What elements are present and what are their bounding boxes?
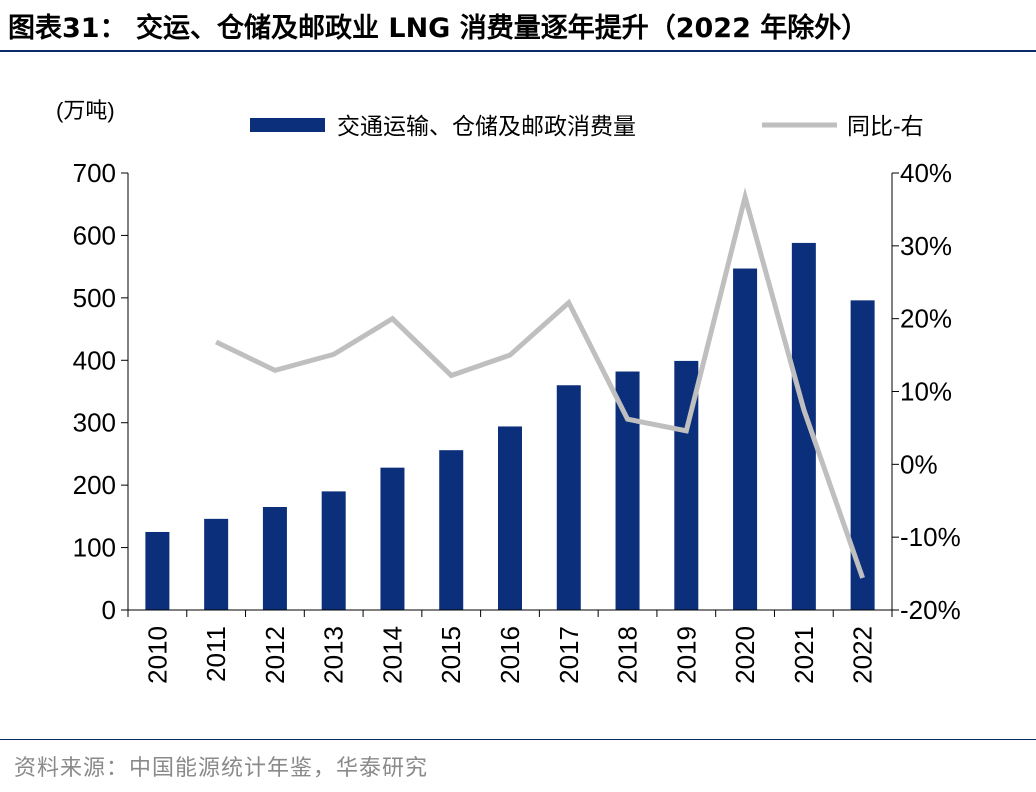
line-series — [215, 187, 865, 579]
right-tick-label: -10% — [900, 522, 961, 552]
bar-2011 — [204, 518, 229, 610]
left-tick-label: 700 — [73, 158, 116, 188]
left-tick-label: 100 — [73, 533, 116, 563]
x-tick-label: 2011 — [201, 626, 231, 682]
bar-2018 — [615, 371, 640, 610]
bar-2016 — [498, 426, 522, 610]
bar-2014 — [380, 467, 405, 610]
x-tick-label: 2019 — [671, 626, 701, 684]
x-tick-label: 2010 — [142, 626, 172, 684]
left-tick-label: 400 — [73, 345, 116, 375]
bar-2013 — [321, 491, 346, 610]
x-tick-label: 2022 — [848, 626, 878, 684]
left-tick-label: 300 — [73, 408, 116, 438]
x-axis: 2010 2011 2012 2013 2014 2015 2016 2017 2018 2019… — [127, 609, 893, 684]
x-tick-label: 2016 — [495, 626, 525, 684]
legend-bar-label: 交通运输、仓储及邮政消费量 — [337, 113, 636, 139]
bar-series — [145, 242, 875, 611]
bar-2022 — [850, 300, 875, 610]
source-note: 资料来源：中国能源统计年鉴，华泰研究 — [14, 756, 429, 781]
x-tick-label: 2021 — [789, 626, 819, 684]
source-rule — [0, 739, 1036, 740]
x-tick-label: 2012 — [260, 626, 290, 684]
bar-2012 — [262, 506, 287, 610]
x-tick-label: 2014 — [377, 626, 407, 684]
bar-2020 — [733, 268, 758, 610]
left-tick-label: 600 — [73, 220, 116, 250]
left-axis: 0 100 200 300 400 500 600 700 — [73, 158, 129, 625]
legend-line-label: 同比-右 — [847, 113, 924, 139]
x-tick-label: 2013 — [319, 626, 349, 684]
yoy-line — [215, 187, 865, 579]
legend: 交通运输、仓储及邮政消费量 同比-右 — [250, 113, 924, 139]
right-tick-label: 10% — [900, 377, 952, 407]
right-tick-label: 30% — [900, 231, 952, 261]
x-tick-label: 2017 — [554, 626, 584, 684]
right-tick-label: -20% — [900, 595, 961, 625]
left-tick-label: 200 — [73, 470, 116, 500]
left-axis-unit: (万吨) — [56, 98, 115, 123]
bar-2017 — [556, 385, 581, 610]
x-tick-label: 2020 — [730, 626, 760, 684]
right-tick-label: 20% — [900, 304, 952, 334]
left-tick-label: 500 — [73, 283, 116, 313]
title-rule — [0, 50, 1036, 52]
legend-bar-swatch — [250, 118, 325, 132]
right-tick-label: 40% — [900, 158, 952, 188]
right-tick-label: 0% — [900, 449, 938, 479]
x-tick-label: 2015 — [436, 626, 466, 684]
right-axis: -20% -10% 0% 10% 20% 30% 40% — [891, 158, 961, 625]
chart-title: 图表31： 交运、仓储及邮政业 LNG 消费量逐年提升（2022 年除外） — [8, 13, 869, 44]
left-tick-label: 0 — [102, 595, 116, 625]
x-tick-label: 2018 — [613, 626, 643, 684]
bar-2015 — [439, 450, 464, 610]
bar-2010 — [145, 531, 170, 610]
